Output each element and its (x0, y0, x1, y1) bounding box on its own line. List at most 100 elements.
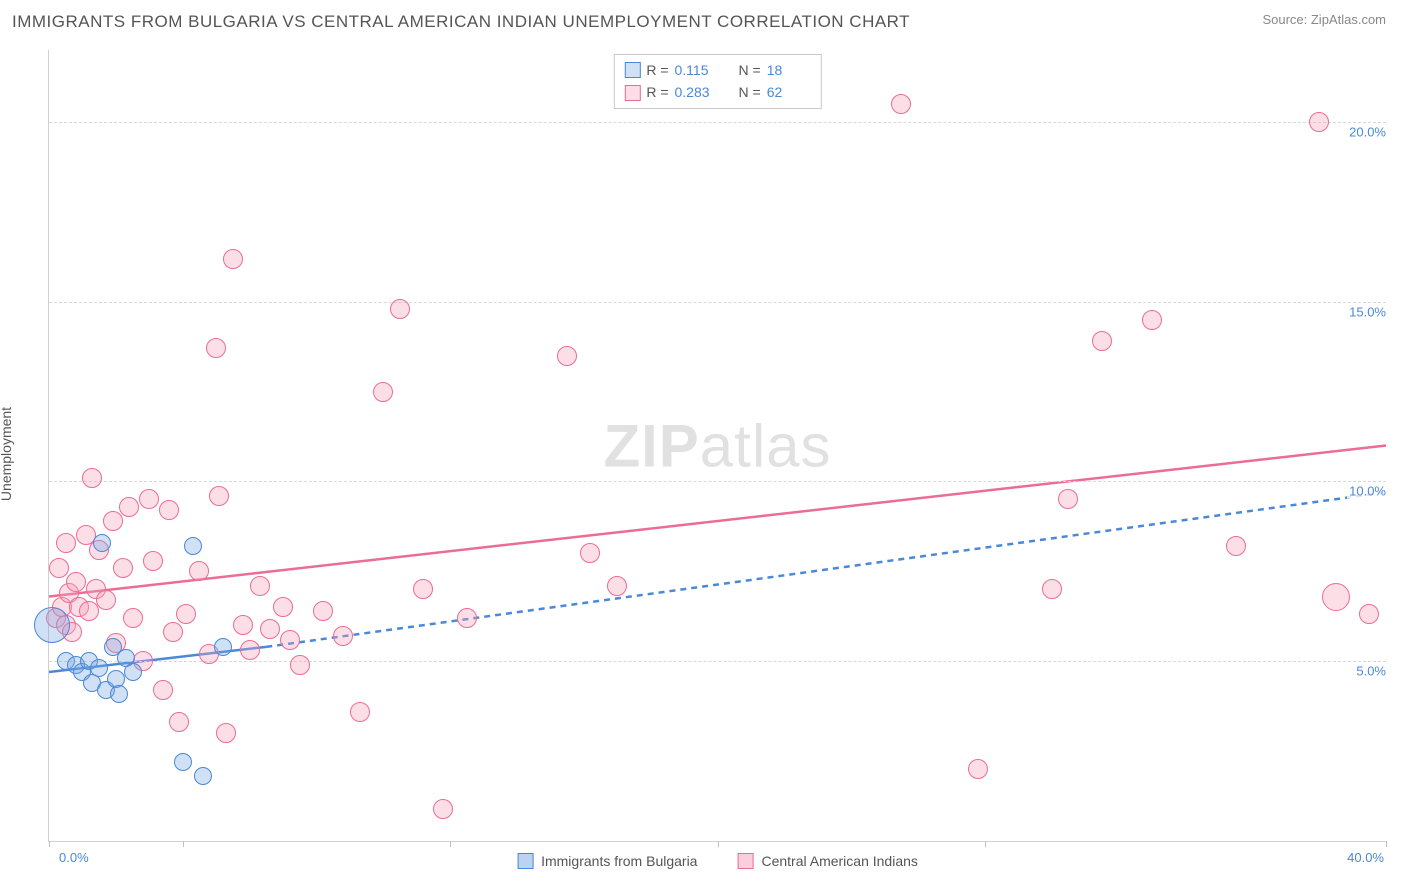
data-point (66, 572, 86, 592)
data-point (557, 346, 577, 366)
x-tick (450, 841, 451, 847)
x-tick (985, 841, 986, 847)
trend-lines (49, 50, 1386, 841)
data-point (350, 702, 370, 722)
data-point (390, 299, 410, 319)
data-point (103, 511, 123, 531)
scatter-plot: ZIPatlas R = 0.115 N = 18 R = 0.283 N = … (48, 50, 1386, 842)
gridline (49, 481, 1386, 482)
x-tick (718, 841, 719, 847)
data-point (139, 489, 159, 509)
legend-item-bulgaria: Immigrants from Bulgaria (517, 853, 697, 869)
data-point (607, 576, 627, 596)
data-point (159, 500, 179, 520)
data-point (250, 576, 270, 596)
data-point (1042, 579, 1062, 599)
source-label: Source: ZipAtlas.com (1262, 12, 1386, 27)
data-point (174, 753, 192, 771)
r-value-bulgaria: 0.115 (675, 59, 719, 81)
data-point (96, 590, 116, 610)
data-point (260, 619, 280, 639)
r-label: R = (646, 81, 668, 103)
data-point (214, 638, 232, 656)
data-point (34, 607, 70, 643)
data-point (216, 723, 236, 743)
data-point (123, 608, 143, 628)
data-point (1226, 536, 1246, 556)
data-point (163, 622, 183, 642)
data-point (233, 615, 253, 635)
correlation-legend: R = 0.115 N = 18 R = 0.283 N = 62 (613, 54, 821, 109)
data-point (223, 249, 243, 269)
gridline (49, 302, 1386, 303)
data-point (1092, 331, 1112, 351)
data-point (457, 608, 477, 628)
n-label: N = (739, 59, 761, 81)
x-tick-label: 0.0% (59, 850, 89, 865)
legend-item-cai: Central American Indians (737, 853, 917, 869)
r-value-cai: 0.283 (675, 81, 719, 103)
gridline (49, 122, 1386, 123)
data-point (124, 663, 142, 681)
data-point (110, 685, 128, 703)
data-point (189, 561, 209, 581)
swatch-bulgaria (624, 62, 640, 78)
x-tick (183, 841, 184, 847)
data-point (413, 579, 433, 599)
swatch-cai-icon (737, 853, 753, 869)
x-tick (49, 841, 50, 847)
data-point (580, 543, 600, 563)
data-point (206, 338, 226, 358)
legend-label-bulgaria: Immigrants from Bulgaria (541, 853, 697, 869)
data-point (373, 382, 393, 402)
data-point (1142, 310, 1162, 330)
x-tick-label: 40.0% (1347, 850, 1384, 865)
data-point (1309, 112, 1329, 132)
data-point (240, 640, 260, 660)
n-value-bulgaria: 18 (767, 59, 811, 81)
y-tick-label: 10.0% (1347, 484, 1388, 499)
data-point (1322, 583, 1350, 611)
data-point (1058, 489, 1078, 509)
gridline (49, 661, 1386, 662)
data-point (119, 497, 139, 517)
data-point (209, 486, 229, 506)
swatch-cai (624, 85, 640, 101)
n-value-cai: 62 (767, 81, 811, 103)
data-point (313, 601, 333, 621)
y-tick-label: 20.0% (1347, 124, 1388, 139)
data-point (1359, 604, 1379, 624)
x-tick (1386, 841, 1387, 847)
data-point (968, 759, 988, 779)
r-label: R = (646, 59, 668, 81)
data-point (433, 799, 453, 819)
y-tick-label: 15.0% (1347, 304, 1388, 319)
data-point (273, 597, 293, 617)
data-point (184, 537, 202, 555)
data-point (82, 468, 102, 488)
data-point (90, 659, 108, 677)
y-axis-label: Unemployment (0, 407, 14, 501)
legend-label-cai: Central American Indians (761, 853, 917, 869)
legend-row-bulgaria: R = 0.115 N = 18 (624, 59, 810, 81)
data-point (280, 630, 300, 650)
data-point (113, 558, 133, 578)
data-point (56, 533, 76, 553)
y-tick-label: 5.0% (1354, 664, 1388, 679)
n-label: N = (739, 81, 761, 103)
data-point (169, 712, 189, 732)
data-point (143, 551, 163, 571)
data-point (93, 534, 111, 552)
trend-line (266, 492, 1386, 647)
data-point (290, 655, 310, 675)
data-point (176, 604, 196, 624)
swatch-bulgaria-icon (517, 853, 533, 869)
legend-row-cai: R = 0.283 N = 62 (624, 81, 810, 103)
data-point (153, 680, 173, 700)
series-legend: Immigrants from Bulgaria Central America… (517, 853, 918, 869)
data-point (49, 558, 69, 578)
data-point (333, 626, 353, 646)
data-point (194, 767, 212, 785)
chart-title: IMMIGRANTS FROM BULGARIA VS CENTRAL AMER… (12, 12, 910, 32)
data-point (891, 94, 911, 114)
